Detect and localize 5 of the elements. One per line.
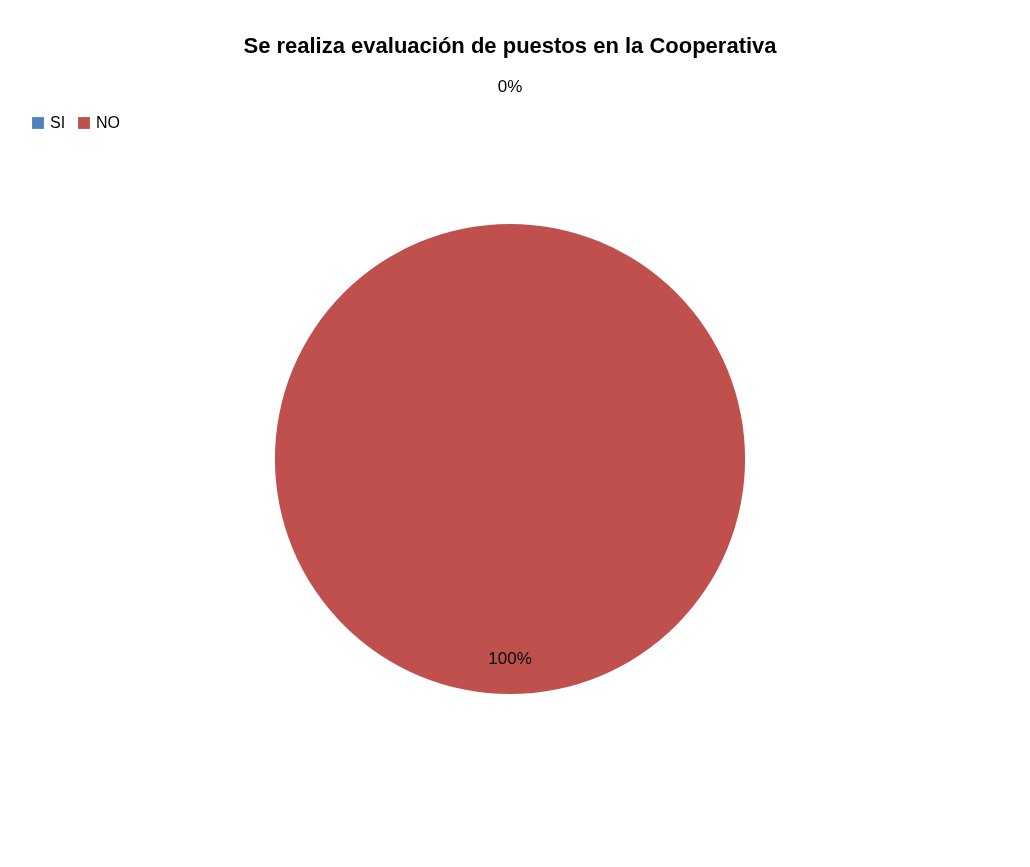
chart-title: Se realiza evaluación de puestos en la Cooperativa: [243, 33, 778, 58]
text: 0%: [497, 77, 523, 96]
data-label: 100%: [488, 649, 532, 668]
legend-label: SI: [50, 114, 66, 131]
legend-label: NO: [96, 114, 120, 131]
